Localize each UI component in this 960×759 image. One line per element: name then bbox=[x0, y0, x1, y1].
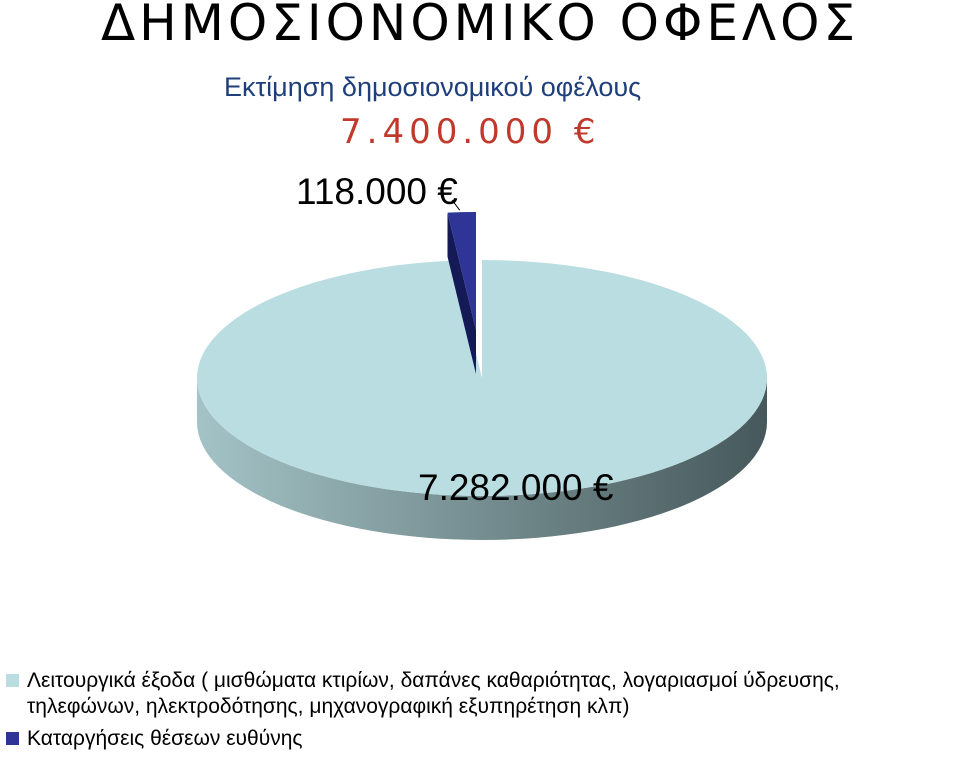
legend-label-abolished: Καταργήσεις θέσεων ευθύνης bbox=[27, 727, 303, 750]
legend-swatch-abolished bbox=[6, 732, 19, 745]
data-label-abolished: 118.000 € bbox=[296, 171, 458, 212]
page-title: ΔΗΜΟΣΙΟΝΟΜΙΚΟ ΟΦΕΛΟΣ bbox=[100, 0, 860, 52]
legend-item-operating: Λειτουργικά έξοδα ( μισθώματα κτιρίων, δ… bbox=[6, 668, 956, 720]
slice-side-abolished bbox=[447, 212, 476, 374]
legend: Λειτουργικά έξοδα ( μισθώματα κτιρίων, δ… bbox=[6, 668, 956, 758]
slice-side-operating bbox=[197, 378, 767, 540]
legend-swatch-operating bbox=[6, 674, 19, 687]
leader-line bbox=[451, 199, 461, 211]
pie-chart: 118.000 € 7.282.000 € bbox=[196, 171, 767, 540]
legend-item-abolished: Καταργήσεις θέσεων ευθύνης bbox=[6, 726, 956, 752]
legend-label-operating: Λειτουργικά έξοδα ( μισθώματα κτιρίων, δ… bbox=[27, 669, 840, 718]
pie-slices bbox=[196, 199, 767, 540]
total-value: 7.400.000 € bbox=[340, 112, 601, 152]
slice-operating bbox=[196, 260, 767, 496]
chart-subtitle: Εκτίμηση δημοσιονομικού οφέλους bbox=[224, 72, 642, 102]
slice-abolished bbox=[447, 212, 476, 330]
data-label-operating: 7.282.000 € bbox=[418, 467, 614, 508]
pie-labels: 118.000 € 7.282.000 € bbox=[296, 171, 614, 508]
